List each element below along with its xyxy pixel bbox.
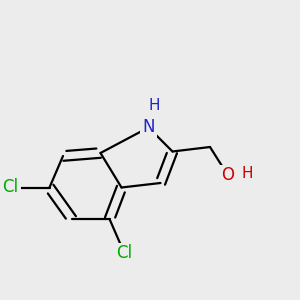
Text: O: O bbox=[221, 167, 235, 184]
Text: H: H bbox=[149, 98, 160, 112]
Text: Cl: Cl bbox=[116, 244, 133, 262]
Text: N: N bbox=[142, 118, 155, 136]
Text: Cl: Cl bbox=[2, 178, 19, 196]
Text: H: H bbox=[242, 167, 253, 182]
